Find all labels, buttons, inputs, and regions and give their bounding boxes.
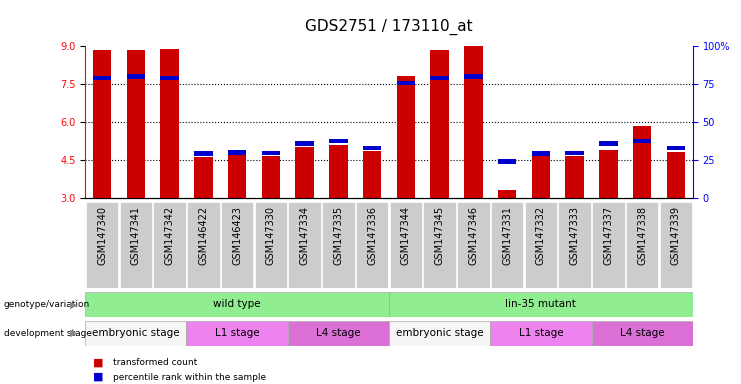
Text: transformed count: transformed count bbox=[113, 358, 198, 367]
Text: GSM147332: GSM147332 bbox=[536, 206, 546, 265]
Text: GDS2751 / 173110_at: GDS2751 / 173110_at bbox=[305, 19, 473, 35]
Text: GSM147342: GSM147342 bbox=[165, 206, 175, 265]
Bar bbox=[296, 141, 314, 146]
Bar bbox=[255, 202, 287, 288]
Bar bbox=[288, 321, 389, 346]
Bar bbox=[363, 146, 382, 150]
Text: L4 stage: L4 stage bbox=[316, 328, 361, 338]
Bar bbox=[153, 202, 186, 288]
Bar bbox=[396, 76, 415, 198]
Bar bbox=[363, 151, 382, 198]
Bar bbox=[329, 139, 348, 143]
Bar bbox=[296, 147, 314, 198]
Text: GSM147339: GSM147339 bbox=[671, 206, 681, 265]
Bar bbox=[322, 202, 355, 288]
Bar bbox=[187, 202, 219, 288]
Text: GSM147341: GSM147341 bbox=[131, 206, 141, 265]
Bar bbox=[559, 202, 591, 288]
Text: GSM147330: GSM147330 bbox=[266, 206, 276, 265]
Bar bbox=[599, 150, 618, 198]
Bar bbox=[194, 152, 213, 156]
Bar bbox=[464, 46, 482, 198]
Text: development stage: development stage bbox=[4, 329, 92, 338]
Bar bbox=[262, 151, 280, 155]
Text: ■: ■ bbox=[93, 372, 103, 382]
Bar bbox=[389, 292, 693, 317]
Bar bbox=[127, 74, 145, 79]
Bar bbox=[633, 139, 651, 143]
Bar bbox=[423, 202, 456, 288]
Bar bbox=[288, 202, 321, 288]
Text: wild type: wild type bbox=[213, 299, 261, 310]
Bar bbox=[86, 202, 119, 288]
Bar bbox=[599, 141, 618, 146]
Bar bbox=[525, 202, 557, 288]
Text: L1 stage: L1 stage bbox=[215, 328, 259, 338]
Text: embryonic stage: embryonic stage bbox=[92, 328, 179, 338]
Text: GSM147335: GSM147335 bbox=[333, 206, 343, 265]
Bar bbox=[160, 76, 179, 80]
Bar bbox=[389, 321, 491, 346]
Bar bbox=[498, 159, 516, 164]
Bar bbox=[491, 202, 523, 288]
Text: GSM146422: GSM146422 bbox=[199, 206, 208, 265]
Text: GSM147334: GSM147334 bbox=[299, 206, 310, 265]
Text: ▶: ▶ bbox=[70, 299, 78, 310]
Bar bbox=[262, 156, 280, 198]
Bar bbox=[329, 145, 348, 198]
Bar bbox=[127, 50, 145, 198]
Bar bbox=[194, 157, 213, 198]
Text: percentile rank within the sample: percentile rank within the sample bbox=[113, 372, 267, 382]
Bar bbox=[633, 126, 651, 198]
Bar bbox=[592, 202, 625, 288]
Bar bbox=[659, 202, 692, 288]
Bar bbox=[431, 50, 449, 198]
Text: GSM147338: GSM147338 bbox=[637, 206, 647, 265]
Text: L4 stage: L4 stage bbox=[620, 328, 665, 338]
Bar bbox=[626, 202, 659, 288]
Bar bbox=[457, 202, 490, 288]
Text: GSM147337: GSM147337 bbox=[603, 206, 614, 265]
Text: lin-35 mutant: lin-35 mutant bbox=[505, 299, 576, 310]
Bar bbox=[565, 151, 584, 155]
Bar bbox=[531, 155, 551, 198]
Bar bbox=[565, 156, 584, 198]
Bar bbox=[227, 155, 247, 198]
Text: ■: ■ bbox=[93, 358, 103, 368]
Bar bbox=[85, 292, 389, 317]
Text: GSM147331: GSM147331 bbox=[502, 206, 512, 265]
Bar bbox=[93, 50, 111, 198]
Text: L1 stage: L1 stage bbox=[519, 328, 563, 338]
Bar bbox=[93, 76, 111, 80]
Text: GSM147346: GSM147346 bbox=[468, 206, 479, 265]
Bar bbox=[187, 321, 288, 346]
Bar bbox=[85, 321, 187, 346]
Text: GSM147333: GSM147333 bbox=[570, 206, 579, 265]
Text: GSM147336: GSM147336 bbox=[367, 206, 377, 265]
Bar bbox=[464, 74, 482, 79]
Bar bbox=[591, 321, 693, 346]
Bar bbox=[431, 76, 449, 80]
Bar bbox=[227, 150, 247, 155]
Bar bbox=[356, 202, 388, 288]
Text: GSM147345: GSM147345 bbox=[435, 206, 445, 265]
Bar bbox=[160, 49, 179, 198]
Bar bbox=[119, 202, 152, 288]
Bar bbox=[498, 190, 516, 198]
Bar bbox=[396, 81, 415, 85]
Bar bbox=[531, 152, 551, 156]
Text: embryonic stage: embryonic stage bbox=[396, 328, 483, 338]
Text: ▶: ▶ bbox=[70, 328, 78, 338]
Bar bbox=[390, 202, 422, 288]
Bar bbox=[491, 321, 591, 346]
Text: GSM147344: GSM147344 bbox=[401, 206, 411, 265]
Bar bbox=[667, 152, 685, 198]
Text: GSM147340: GSM147340 bbox=[97, 206, 107, 265]
Bar bbox=[667, 146, 685, 150]
Text: genotype/variation: genotype/variation bbox=[4, 300, 90, 309]
Text: GSM146423: GSM146423 bbox=[232, 206, 242, 265]
Bar bbox=[221, 202, 253, 288]
